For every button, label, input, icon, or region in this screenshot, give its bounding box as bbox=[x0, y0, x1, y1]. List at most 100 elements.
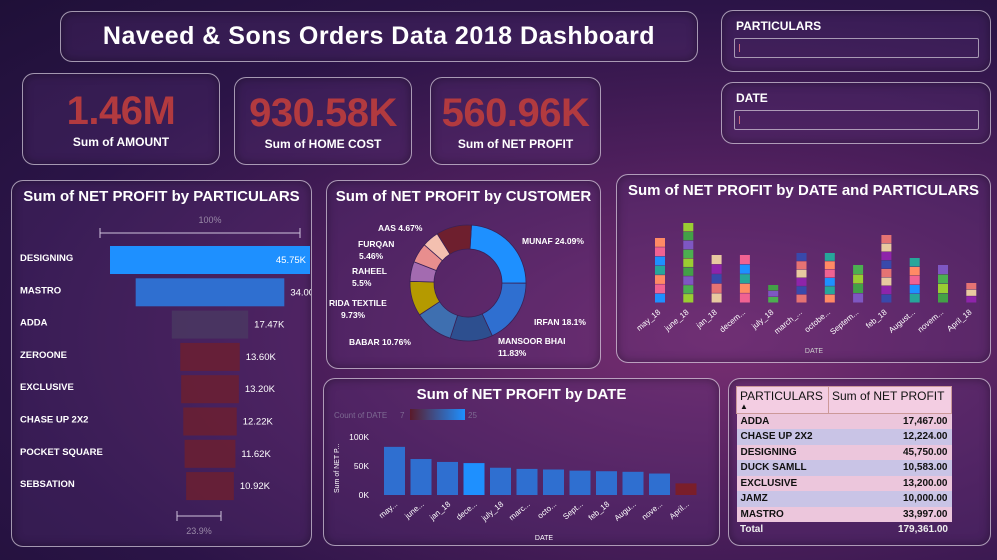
ribbon-x-label: jan_18 bbox=[694, 307, 719, 330]
y-tick-label: 100K bbox=[349, 432, 369, 442]
particulars-slicer-dropdown[interactable] bbox=[734, 38, 979, 58]
profit-by-date-chart[interactable]: Count of DATE 7 25 100K 50K 0K Sum of NET P...… bbox=[324, 403, 719, 545]
ribbon-segment bbox=[655, 256, 665, 266]
ribbon-segment bbox=[853, 265, 864, 274]
ribbon-segment bbox=[824, 253, 835, 261]
dashboard-title: Naveed & Sons Orders Data 2018 Dashboard bbox=[102, 22, 656, 50]
table-row[interactable]: DESIGNING 45,750.00 bbox=[736, 444, 952, 460]
ribbon-segment bbox=[711, 264, 722, 274]
date-slicer[interactable]: DATE bbox=[721, 82, 991, 144]
table-total-row: Total 179,361.00 bbox=[736, 524, 952, 535]
date-x-label: April... bbox=[668, 500, 691, 521]
profit-by-date-title: Sum of NET PROFIT by DATE bbox=[416, 386, 627, 403]
ribbon-segment bbox=[768, 285, 779, 291]
table-cell-particulars: DUCK SAMLL bbox=[736, 460, 829, 476]
ribbon-segment bbox=[909, 276, 920, 285]
profit-by-date-particulars-chart[interactable]: may_18 june_18 jan_18 decem... july_18march_… bbox=[617, 201, 990, 361]
ribbon-segment bbox=[909, 285, 920, 294]
profit-by-date-particulars-card[interactable]: Sum of NET PROFIT by DATE and PARTICULAR… bbox=[616, 174, 991, 363]
table-cell-net-profit: 17,467.00 bbox=[828, 413, 952, 429]
donut-label: FURQAN bbox=[358, 239, 394, 249]
ribbon-segment bbox=[683, 294, 694, 303]
particulars-slicer[interactable]: PARTICULARS bbox=[721, 10, 991, 72]
ribbon-segment bbox=[824, 278, 835, 286]
table-row[interactable]: JAMZ 10,000.00 bbox=[736, 491, 952, 507]
ribbon-segment bbox=[683, 258, 694, 267]
table-cell-net-profit: 13,200.00 bbox=[828, 475, 952, 491]
funnel-category-label: EXCLUSIVE bbox=[20, 382, 74, 393]
donut-slice-other bbox=[436, 224, 472, 255]
profit-by-customer-chart[interactable]: MUNAF 24.09% IRFAN 18.1% MANSOOR BHAI 11.83… bbox=[327, 207, 600, 367]
ribbon-x-label: novem... bbox=[916, 308, 945, 335]
date-x-label: june... bbox=[403, 500, 426, 522]
kpi-amount-caption: Sum of AMOUNT bbox=[72, 135, 170, 149]
legend-gradient bbox=[410, 409, 465, 420]
kpi-net-profit-caption: Sum of NET PROFIT bbox=[457, 137, 574, 151]
ribbon-x-label: june_18 bbox=[662, 307, 691, 333]
ribbon-segment bbox=[655, 275, 665, 284]
ribbon-segment bbox=[655, 265, 665, 275]
date-x-label: dece... bbox=[455, 500, 479, 522]
ribbon-segment bbox=[655, 247, 665, 257]
funnel-category-label: POCKET SQUARE bbox=[20, 447, 103, 458]
ribbon-segment bbox=[683, 249, 694, 259]
ribbon-segment bbox=[938, 284, 948, 293]
ribbon-segment bbox=[938, 265, 948, 274]
date-bar bbox=[410, 459, 432, 495]
profit-by-date-card[interactable]: Sum of NET PROFIT by DATE Count of DATE 7… bbox=[323, 378, 720, 546]
funnel-value-label: 13.60K bbox=[246, 352, 277, 363]
profit-by-particulars-chart[interactable]: 100% DESIGNING 45.75K MASTRO 34.00K ADDA 17.47… bbox=[12, 211, 311, 546]
funnel-value-label: 34.00K bbox=[290, 287, 311, 298]
ribbon-segment bbox=[683, 240, 694, 250]
funnel-value-label: 17.47K bbox=[254, 320, 285, 331]
table-row[interactable]: EXCLUSIVE 13,200.00 bbox=[736, 475, 952, 491]
ribbon-segment bbox=[796, 278, 807, 286]
ribbon-x-axis-title: DATE bbox=[805, 348, 823, 355]
ribbon-segment bbox=[711, 293, 722, 303]
donut-label: 5.46% bbox=[359, 251, 384, 261]
dashboard-title-card: Naveed & Sons Orders Data 2018 Dashboard bbox=[60, 11, 698, 62]
y-tick-label: 0K bbox=[359, 490, 370, 500]
table-header-particulars[interactable]: PARTICULARS ▲ bbox=[736, 386, 829, 414]
date-x-label: feb_18 bbox=[587, 499, 612, 522]
profit-by-customer-card[interactable]: Sum of NET PROFIT by CUSTOMER MUNAF 24.0… bbox=[326, 180, 601, 369]
profit-by-particulars-card[interactable]: Sum of NET PROFIT by PARTICULARS 100% DES… bbox=[11, 180, 312, 547]
ribbon-segment bbox=[881, 243, 892, 252]
table-row[interactable]: ADDA 17,467.00 bbox=[736, 413, 952, 429]
ribbon-segment bbox=[683, 276, 694, 285]
ribbon-segment bbox=[683, 231, 694, 241]
date-bar bbox=[516, 468, 538, 495]
particulars-slicer-label: PARTICULARS bbox=[736, 19, 822, 33]
table-cell-particulars: ADDA bbox=[736, 413, 829, 429]
ribbon-x-label: August... bbox=[887, 308, 917, 335]
kpi-amount-card[interactable]: 1.46M Sum of AMOUNT bbox=[22, 73, 220, 165]
date-slicer-label: DATE bbox=[736, 91, 768, 105]
ribbon-x-label: Septem... bbox=[828, 308, 860, 337]
ribbon-segment bbox=[938, 293, 948, 303]
funnel-value-label: 12.22K bbox=[243, 417, 274, 428]
table-total-value: 179,361.00 bbox=[897, 524, 948, 535]
ribbon-x-label: march_... bbox=[772, 308, 803, 336]
date-slicer-dropdown[interactable] bbox=[734, 110, 979, 130]
funnel-value-label: 45.75K bbox=[276, 255, 307, 266]
table-row[interactable]: CHASE UP 2X2 12,224.00 bbox=[736, 429, 952, 445]
ribbon-segment bbox=[739, 283, 750, 293]
kpi-net-profit-card[interactable]: 560.96K Sum of NET PROFIT bbox=[430, 77, 601, 165]
table-row[interactable]: MASTRO 33,997.00 bbox=[736, 506, 952, 522]
ribbon-segment bbox=[881, 235, 892, 243]
ribbon-segment bbox=[683, 223, 694, 232]
ribbon-segment bbox=[966, 289, 977, 296]
funnel-bar-mastro bbox=[135, 278, 285, 307]
funnel-top-percent: 100% bbox=[198, 215, 221, 225]
ribbon-segment bbox=[655, 293, 665, 303]
kpi-amount-value: 1.46M bbox=[66, 89, 176, 133]
ribbon-segment bbox=[683, 285, 694, 294]
table-cell-particulars: JAMZ bbox=[736, 491, 829, 507]
funnel-bar-exclusive bbox=[181, 375, 239, 404]
table-row[interactable]: DUCK SAMLL 10,583.00 bbox=[736, 460, 952, 476]
kpi-home-cost-card[interactable]: 930.58K Sum of HOME COST bbox=[234, 77, 412, 165]
date-bar bbox=[463, 463, 485, 495]
profit-table[interactable]: PARTICULARS ▲ Sum of NET PROFIT ADDA 17,46… bbox=[736, 386, 952, 522]
date-x-label: marc... bbox=[507, 500, 532, 523]
table-header-net-profit[interactable]: Sum of NET PROFIT bbox=[828, 386, 952, 414]
